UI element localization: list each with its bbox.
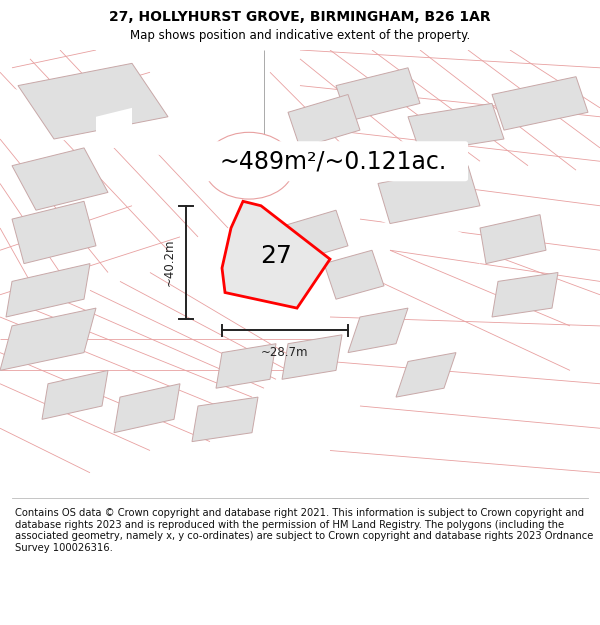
Polygon shape <box>6 264 90 317</box>
Polygon shape <box>216 344 276 388</box>
Text: ~489m²/~0.121ac.: ~489m²/~0.121ac. <box>220 149 446 173</box>
FancyBboxPatch shape <box>198 141 468 181</box>
Polygon shape <box>114 384 180 432</box>
Polygon shape <box>480 214 546 264</box>
Polygon shape <box>348 308 408 352</box>
Text: ~28.7m: ~28.7m <box>261 346 309 359</box>
Polygon shape <box>96 108 132 152</box>
Polygon shape <box>336 68 420 121</box>
Polygon shape <box>492 77 588 130</box>
Text: 27: 27 <box>260 244 292 268</box>
Polygon shape <box>0 86 228 166</box>
Polygon shape <box>228 50 264 166</box>
Polygon shape <box>222 201 330 308</box>
Polygon shape <box>18 63 168 139</box>
Polygon shape <box>294 166 492 264</box>
Circle shape <box>204 132 294 199</box>
Text: 27, HOLLYHURST GROVE, BIRMINGHAM, B26 1AR: 27, HOLLYHURST GROVE, BIRMINGHAM, B26 1A… <box>109 10 491 24</box>
Polygon shape <box>0 308 96 371</box>
Text: Map shows position and indicative extent of the property.: Map shows position and indicative extent… <box>130 29 470 42</box>
Polygon shape <box>42 371 108 419</box>
Text: ~40.2m: ~40.2m <box>163 239 176 286</box>
Polygon shape <box>12 201 96 264</box>
Polygon shape <box>276 210 348 264</box>
Text: Contains OS data © Crown copyright and database right 2021. This information is : Contains OS data © Crown copyright and d… <box>15 508 593 552</box>
Polygon shape <box>192 397 258 442</box>
Polygon shape <box>408 103 504 152</box>
Polygon shape <box>282 335 342 379</box>
Polygon shape <box>288 94 360 148</box>
Polygon shape <box>396 352 456 397</box>
Polygon shape <box>12 148 108 210</box>
Polygon shape <box>378 166 480 224</box>
Polygon shape <box>324 250 384 299</box>
Polygon shape <box>492 272 558 317</box>
